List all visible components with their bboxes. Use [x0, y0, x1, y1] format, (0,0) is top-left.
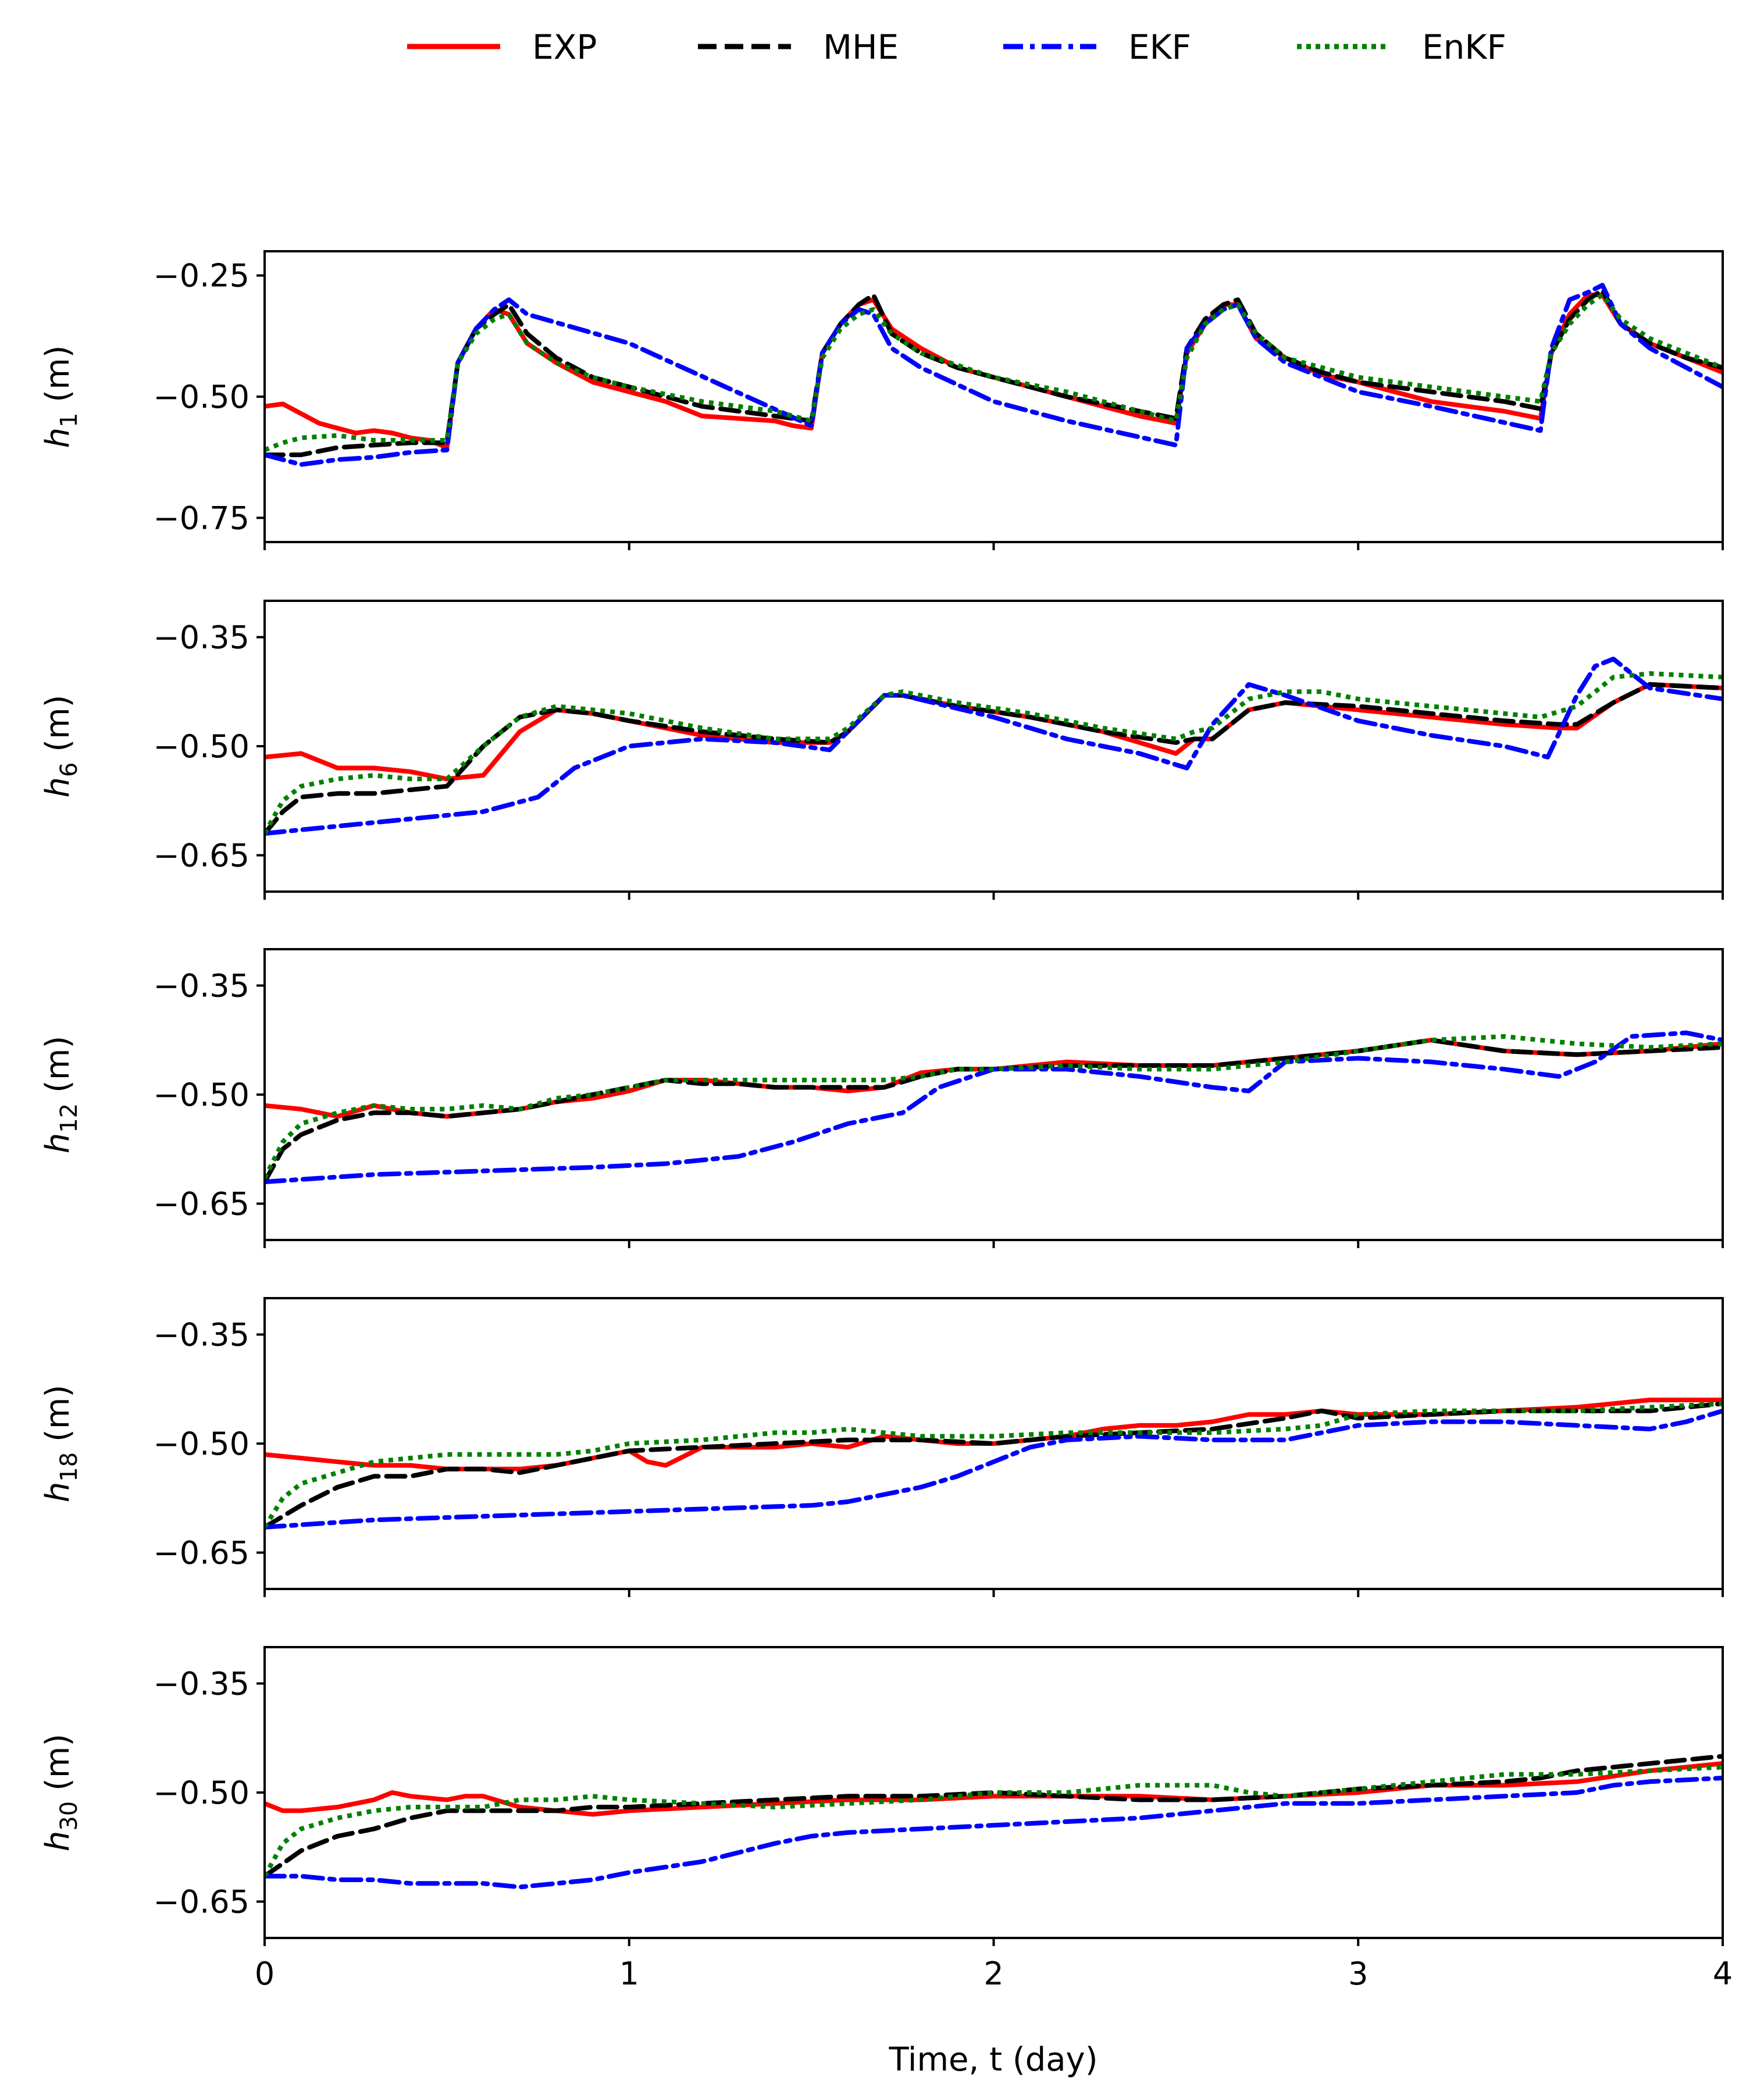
series-group [265, 1030, 1723, 1184]
legend-label-exp: EXP [532, 27, 597, 67]
y-tick-label: −0.65 [154, 1884, 250, 1920]
y-axis-label: h12 (m) [39, 1036, 83, 1153]
panel-h30: −0.35 −0.50 −0.65 h30 (m) [39, 1646, 1724, 1946]
legend: EXP MHE EKF EnKF [407, 27, 1506, 67]
x-axis-label: Time, t (day) [888, 2041, 1097, 2079]
y-axis-label-subscript: 30 [56, 1801, 83, 1831]
series-exp-line [265, 682, 1723, 782]
y-tick-label: −0.50 [154, 379, 250, 415]
panel-h6: −0.35 −0.50 −0.65 h6 (m) [39, 600, 1724, 900]
series-enkf-line [265, 1034, 1723, 1180]
legend-item-exp: EXP [407, 27, 597, 67]
series-group [265, 1398, 1723, 1530]
y-tick-label: −0.65 [154, 838, 250, 874]
y-axis-label-unit: (m) [39, 1734, 77, 1801]
y-axis-label-var: h [39, 1831, 77, 1852]
legend-label-mhe: MHE [823, 27, 899, 67]
legend-item-mhe: MHE [698, 27, 899, 67]
series-group [265, 283, 1723, 467]
y-tick-label: −0.50 [154, 1426, 250, 1462]
y-tick-label: −0.35 [154, 619, 250, 656]
y-axis-label: h6 (m) [39, 695, 83, 798]
y-tick-label: −0.50 [154, 1775, 250, 1811]
y-axis-label-subscript: 12 [56, 1103, 83, 1133]
y-axis-label-unit: (m) [39, 695, 77, 762]
series-ekf-line [265, 283, 1723, 467]
y-axis-label-subscript: 1 [56, 413, 83, 427]
y-axis-label: h18 (m) [39, 1385, 83, 1502]
y-axis-label-unit: (m) [39, 1036, 77, 1103]
x-tick-labels: 0 1 2 3 4 [255, 1955, 1733, 1992]
series-ekf-line [265, 657, 1723, 836]
series-ekf-line [265, 1030, 1723, 1184]
y-tick-label: −0.50 [154, 1077, 250, 1113]
y-tick-label: −0.35 [154, 1317, 250, 1353]
series-group [265, 1754, 1723, 1890]
legend-label-ekf: EKF [1128, 27, 1191, 67]
y-axis-label-unit: (m) [39, 1385, 77, 1452]
series-group [265, 657, 1723, 836]
x-tick-label: 4 [1713, 1955, 1733, 1992]
legend-label-enkf: EnKF [1422, 27, 1506, 67]
series-mhe-line [265, 1038, 1723, 1184]
panel-h12: −0.35 −0.50 −0.65 h12 (m) [39, 948, 1724, 1248]
series-mhe-line [265, 1401, 1723, 1530]
y-tick-label: −0.50 [154, 728, 250, 765]
y-axis-label-subscript: 6 [56, 762, 83, 777]
series-enkf-line [265, 293, 1723, 452]
y-tick-label: −0.65 [154, 1186, 250, 1223]
x-tick-label: 3 [1348, 1955, 1368, 1992]
legend-item-ekf: EKF [1003, 27, 1191, 67]
x-tick-label: 2 [983, 1955, 1003, 1992]
y-axis-label-var: h [39, 1133, 77, 1154]
y-axis-label-unit: (m) [39, 345, 77, 413]
series-enkf-line [265, 1401, 1723, 1528]
series-enkf-line [265, 671, 1723, 835]
series-ekf-line [265, 1408, 1723, 1530]
panel-h18: −0.35 −0.50 −0.65 h18 (m) [39, 1297, 1724, 1597]
x-tick-label: 0 [255, 1955, 275, 1992]
panel-h1: −0.25 −0.50 −0.75 h1 (m) [39, 250, 1724, 550]
y-tick-label: −0.35 [154, 968, 250, 1004]
series-exp-line [265, 1761, 1723, 1817]
y-axis-label-var: h [39, 777, 77, 798]
legend-item-enkf: EnKF [1297, 27, 1506, 67]
plot-frame [263, 948, 1724, 1241]
y-tick-label: −0.35 [154, 1666, 250, 1702]
series-mhe-line [265, 1754, 1723, 1879]
y-axis-label-subscript: 18 [56, 1452, 83, 1482]
y-tick-label: −0.65 [154, 1535, 250, 1572]
y-axis-label-var: h [39, 1482, 77, 1503]
x-tick-label: 1 [619, 1955, 639, 1992]
y-axis-label: h30 (m) [39, 1734, 83, 1851]
plot-frame [263, 1646, 1724, 1939]
y-tick-label: −0.25 [154, 258, 250, 294]
series-ekf-line [265, 1776, 1723, 1890]
series-mhe-line [265, 287, 1723, 457]
y-axis-label-var: h [39, 427, 77, 448]
series-enkf-line [265, 1765, 1723, 1877]
y-tick-label: −0.75 [154, 500, 250, 536]
y-axis-label: h1 (m) [39, 345, 83, 448]
plot-frame [263, 250, 1724, 543]
